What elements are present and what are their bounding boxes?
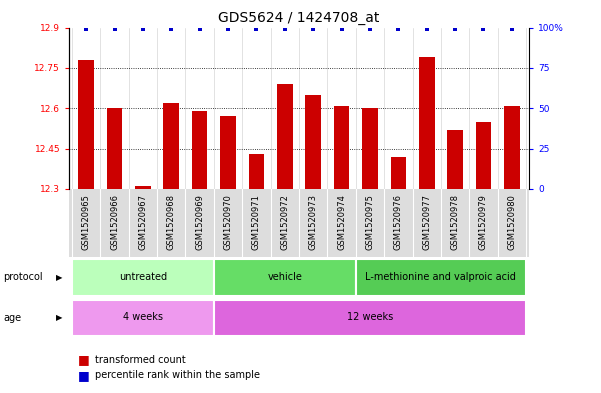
Title: GDS5624 / 1424708_at: GDS5624 / 1424708_at xyxy=(218,11,380,25)
Text: GSM1520967: GSM1520967 xyxy=(138,195,147,250)
Bar xyxy=(277,84,293,189)
Text: ▶: ▶ xyxy=(56,273,62,282)
Text: untreated: untreated xyxy=(119,272,167,282)
Text: GSM1520968: GSM1520968 xyxy=(167,195,175,250)
Text: GSM1520972: GSM1520972 xyxy=(280,195,289,250)
Text: GSM1520973: GSM1520973 xyxy=(309,195,318,250)
Text: GSM1520969: GSM1520969 xyxy=(195,195,204,250)
Bar xyxy=(356,259,526,296)
Text: GSM1520978: GSM1520978 xyxy=(451,195,460,250)
Text: percentile rank within the sample: percentile rank within the sample xyxy=(95,370,260,380)
Bar xyxy=(305,95,321,189)
Bar xyxy=(135,186,151,189)
Text: vehicle: vehicle xyxy=(267,272,302,282)
Text: transformed count: transformed count xyxy=(95,354,186,365)
Text: GSM1520976: GSM1520976 xyxy=(394,195,403,250)
Bar xyxy=(249,154,264,189)
Bar xyxy=(72,299,214,336)
Bar xyxy=(419,57,435,189)
Bar xyxy=(78,60,94,189)
Text: L-methionine and valproic acid: L-methionine and valproic acid xyxy=(365,272,516,282)
Bar xyxy=(391,157,406,189)
Bar xyxy=(334,106,349,189)
Text: ■: ■ xyxy=(78,353,90,366)
Text: GSM1520966: GSM1520966 xyxy=(110,195,119,250)
Bar xyxy=(447,130,463,189)
Bar xyxy=(72,259,214,296)
Text: 12 weeks: 12 weeks xyxy=(347,312,393,322)
Bar xyxy=(504,106,520,189)
Text: ■: ■ xyxy=(78,369,90,382)
Bar xyxy=(214,259,356,296)
Text: GSM1520965: GSM1520965 xyxy=(82,195,91,250)
Bar xyxy=(362,108,378,189)
Text: GSM1520975: GSM1520975 xyxy=(365,195,374,250)
Text: ▶: ▶ xyxy=(56,313,62,322)
Bar xyxy=(192,111,207,189)
Text: GSM1520979: GSM1520979 xyxy=(479,195,488,250)
Text: age: age xyxy=(3,313,21,323)
Bar xyxy=(107,108,123,189)
Text: GSM1520974: GSM1520974 xyxy=(337,195,346,250)
Text: GSM1520977: GSM1520977 xyxy=(423,195,431,250)
Text: GSM1520980: GSM1520980 xyxy=(507,195,516,250)
Text: GSM1520970: GSM1520970 xyxy=(224,195,233,250)
Bar xyxy=(214,299,526,336)
Text: GSM1520971: GSM1520971 xyxy=(252,195,261,250)
Text: 4 weeks: 4 weeks xyxy=(123,312,163,322)
Bar xyxy=(475,122,491,189)
Text: protocol: protocol xyxy=(3,272,43,283)
Bar xyxy=(220,116,236,189)
Bar xyxy=(163,103,179,189)
